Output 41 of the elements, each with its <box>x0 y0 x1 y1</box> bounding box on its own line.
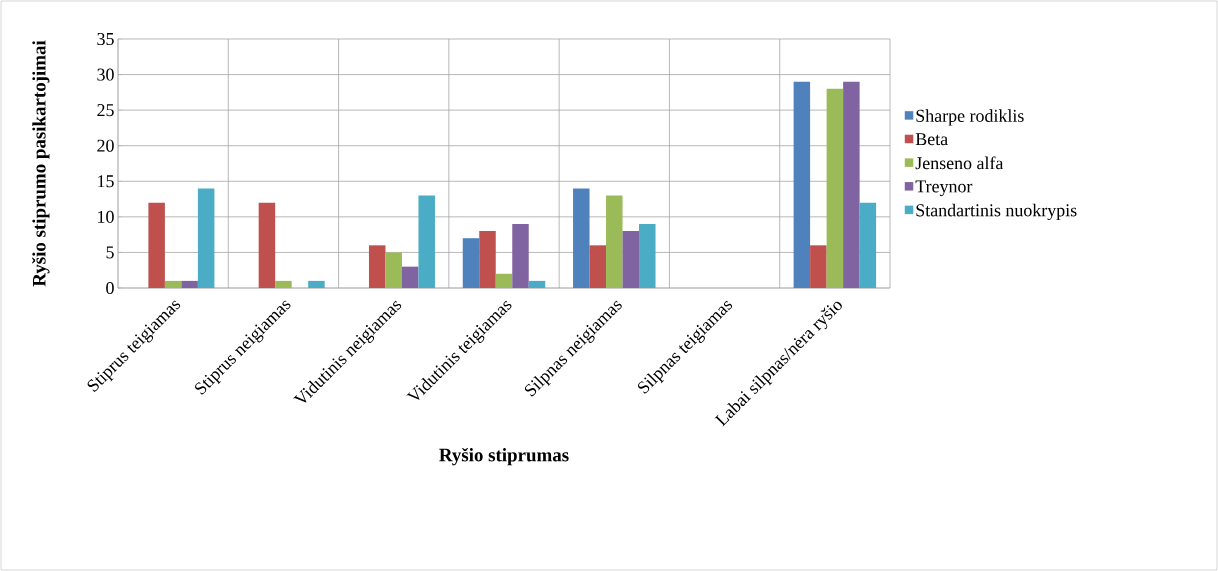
legend-label: Jenseno alfa <box>915 156 1004 170</box>
x-axis-title: Ryšio stiprumas <box>439 447 569 466</box>
bar <box>385 252 402 288</box>
y-axis-title: Ryšio stiprumo pasikartojimai <box>32 40 50 287</box>
bar <box>275 280 292 288</box>
y-tick-label: 20 <box>97 139 114 152</box>
bar <box>401 266 419 288</box>
bar <box>462 238 480 288</box>
bar <box>826 88 844 288</box>
y-tick-label: 25 <box>97 104 114 117</box>
bar <box>258 202 276 288</box>
bar <box>810 245 827 288</box>
y-tick-label: 35 <box>97 32 114 46</box>
bar <box>368 245 386 288</box>
bar <box>573 188 590 288</box>
bar <box>512 223 529 288</box>
bar <box>606 195 623 288</box>
legend-label: Treynor <box>915 180 973 197</box>
y-tick-label: 0 <box>106 281 114 295</box>
bar <box>148 202 165 288</box>
y-tick-label: 30 <box>97 68 114 81</box>
bar <box>479 231 496 288</box>
legend-label: Beta <box>915 133 948 146</box>
y-tick-label: 15 <box>98 175 114 188</box>
legend-label: Standartinis nuokrypis <box>916 203 1077 221</box>
y-tick-label: 5 <box>106 246 114 259</box>
bar <box>308 280 325 288</box>
bar <box>418 195 435 288</box>
legend-label: Sharpe rodiklis <box>916 109 1024 126</box>
y-tick-label: 10 <box>98 210 114 223</box>
bar <box>181 280 198 288</box>
bar <box>528 280 546 288</box>
bar <box>639 223 656 288</box>
bar <box>622 231 640 288</box>
bar <box>859 202 877 288</box>
bar <box>197 188 215 288</box>
bar <box>495 273 513 288</box>
bar <box>793 81 811 288</box>
bar <box>589 245 607 288</box>
bar <box>164 280 182 288</box>
bar <box>843 81 860 288</box>
